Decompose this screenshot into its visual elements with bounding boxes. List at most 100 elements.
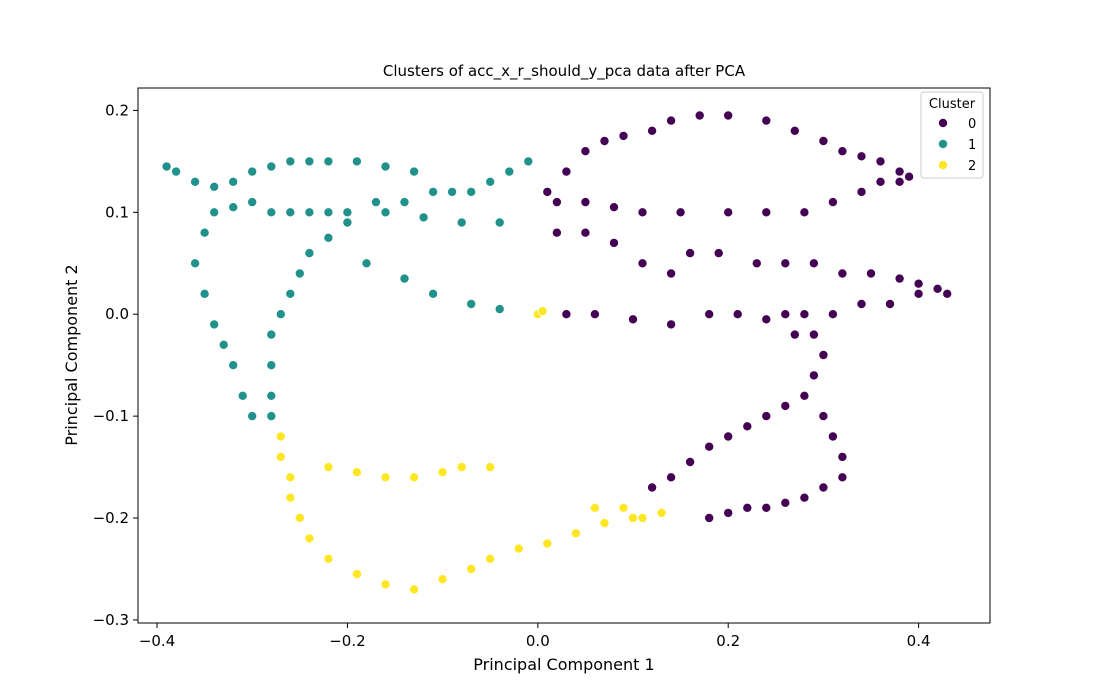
point-cluster-0 bbox=[894, 176, 905, 187]
x-axis-label: Principal Component 1 bbox=[473, 655, 654, 674]
point-cluster-2 bbox=[285, 492, 296, 503]
point-cluster-2 bbox=[380, 579, 391, 590]
point-cluster-0 bbox=[799, 390, 810, 401]
point-cluster-0 bbox=[875, 176, 886, 187]
point-cluster-0 bbox=[789, 329, 800, 340]
point-cluster-1 bbox=[247, 411, 258, 422]
point-cluster-0 bbox=[723, 431, 734, 442]
point-cluster-1 bbox=[209, 319, 220, 330]
point-cluster-1 bbox=[285, 288, 296, 299]
point-cluster-0 bbox=[761, 411, 772, 422]
point-cluster-1 bbox=[370, 197, 381, 208]
point-cluster-1 bbox=[380, 207, 391, 218]
point-cluster-0 bbox=[637, 207, 648, 218]
point-cluster-1 bbox=[447, 186, 458, 197]
point-cluster-0 bbox=[704, 513, 715, 524]
point-cluster-1 bbox=[418, 212, 429, 223]
point-cluster-0 bbox=[561, 166, 572, 177]
point-cluster-0 bbox=[761, 115, 772, 126]
point-cluster-1 bbox=[494, 304, 505, 315]
point-cluster-1 bbox=[218, 339, 229, 350]
point-cluster-0 bbox=[561, 309, 572, 320]
point-cluster-0 bbox=[866, 268, 877, 279]
point-cluster-2 bbox=[304, 533, 315, 544]
point-cluster-1 bbox=[228, 176, 239, 187]
point-cluster-0 bbox=[628, 314, 639, 325]
point-cluster-0 bbox=[856, 298, 867, 309]
point-cluster-2 bbox=[618, 502, 629, 513]
point-cluster-0 bbox=[551, 197, 562, 208]
point-cluster-1 bbox=[466, 298, 477, 309]
point-cluster-1 bbox=[323, 232, 334, 243]
point-cluster-0 bbox=[827, 431, 838, 442]
point-cluster-1 bbox=[361, 258, 372, 269]
point-cluster-2 bbox=[275, 451, 286, 462]
legend-entries: 0 1 2 bbox=[938, 117, 976, 174]
point-cluster-2 bbox=[456, 462, 467, 473]
point-cluster-0 bbox=[942, 288, 953, 299]
point-cluster-0 bbox=[913, 288, 924, 299]
point-cluster-0 bbox=[732, 309, 743, 320]
point-cluster-1 bbox=[266, 329, 277, 340]
point-cluster-1 bbox=[294, 268, 305, 279]
point-cluster-0 bbox=[751, 258, 762, 269]
point-cluster-1 bbox=[323, 207, 334, 218]
point-cluster-0 bbox=[609, 237, 620, 248]
point-cluster-0 bbox=[666, 115, 677, 126]
point-cluster-0 bbox=[799, 309, 810, 320]
point-cluster-1 bbox=[304, 248, 315, 259]
point-cluster-1 bbox=[199, 227, 210, 238]
point-cluster-1 bbox=[399, 197, 410, 208]
points-layer bbox=[161, 110, 953, 595]
point-cluster-1 bbox=[228, 360, 239, 371]
plot-area bbox=[137, 87, 991, 624]
point-cluster-1 bbox=[247, 197, 258, 208]
point-cluster-2 bbox=[409, 584, 420, 595]
point-cluster-1 bbox=[247, 166, 258, 177]
point-cluster-2 bbox=[570, 528, 581, 539]
legend-box bbox=[920, 91, 984, 179]
point-cluster-1 bbox=[494, 217, 505, 228]
point-cluster-0 bbox=[666, 268, 677, 279]
point-cluster-1 bbox=[504, 166, 515, 177]
point-cluster-1 bbox=[523, 156, 534, 167]
point-cluster-0 bbox=[818, 349, 829, 360]
point-cluster-0 bbox=[704, 309, 715, 320]
point-cluster-1 bbox=[304, 207, 315, 218]
point-cluster-0 bbox=[904, 171, 915, 182]
point-cluster-0 bbox=[780, 400, 791, 411]
x-tick-label: 0.4 bbox=[907, 632, 931, 650]
point-cluster-0 bbox=[875, 156, 886, 167]
point-cluster-0 bbox=[723, 507, 734, 518]
point-cluster-2 bbox=[380, 472, 391, 483]
point-cluster-0 bbox=[723, 110, 734, 121]
legend-marker-2 bbox=[938, 159, 949, 170]
point-cluster-0 bbox=[685, 248, 696, 259]
point-cluster-0 bbox=[780, 497, 791, 508]
legend-label-1: 1 bbox=[968, 138, 976, 153]
point-cluster-0 bbox=[818, 411, 829, 422]
point-cluster-0 bbox=[742, 502, 753, 513]
point-cluster-0 bbox=[827, 309, 838, 320]
y-tick-label: 0.0 bbox=[105, 305, 129, 323]
legend-marker-0 bbox=[938, 118, 949, 129]
point-cluster-0 bbox=[761, 314, 772, 325]
point-cluster-1 bbox=[428, 186, 439, 197]
point-cluster-1 bbox=[275, 309, 286, 320]
point-cluster-1 bbox=[209, 181, 220, 192]
point-cluster-0 bbox=[742, 421, 753, 432]
point-cluster-1 bbox=[266, 360, 277, 371]
point-cluster-1 bbox=[342, 217, 353, 228]
point-cluster-2 bbox=[599, 518, 610, 529]
point-cluster-0 bbox=[599, 135, 610, 146]
point-cluster-0 bbox=[589, 309, 600, 320]
point-cluster-1 bbox=[399, 273, 410, 284]
point-cluster-1 bbox=[304, 156, 315, 167]
point-cluster-1 bbox=[266, 161, 277, 172]
point-cluster-0 bbox=[761, 502, 772, 513]
point-cluster-0 bbox=[761, 207, 772, 218]
legend: Cluster 0 1 2 bbox=[920, 91, 984, 179]
x-tick-label: 0.2 bbox=[716, 632, 740, 650]
point-cluster-0 bbox=[894, 273, 905, 284]
